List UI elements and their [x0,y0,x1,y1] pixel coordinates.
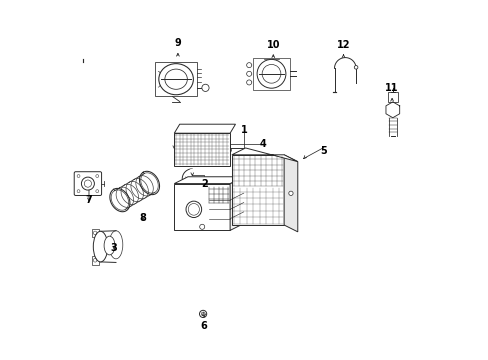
Text: 11: 11 [385,83,398,93]
Text: 1: 1 [241,125,247,135]
Bar [252,58,289,90]
Circle shape [246,71,251,76]
Text: 9: 9 [174,38,181,48]
Text: 2: 2 [201,179,207,189]
Polygon shape [231,155,284,225]
Text: 3: 3 [111,243,117,253]
Circle shape [199,310,206,318]
Polygon shape [174,133,230,166]
Ellipse shape [93,231,107,262]
Bar [387,92,397,102]
Ellipse shape [109,231,122,259]
Ellipse shape [104,236,115,255]
Text: 4: 4 [259,139,266,149]
Polygon shape [231,148,297,162]
Text: 7: 7 [85,195,92,205]
Circle shape [246,80,251,85]
Text: 10: 10 [266,40,280,50]
Polygon shape [174,124,235,133]
Circle shape [246,63,251,68]
Polygon shape [174,177,244,184]
Circle shape [199,224,204,229]
Circle shape [288,191,292,195]
Polygon shape [174,184,230,230]
Circle shape [202,84,209,91]
Circle shape [81,177,94,190]
Text: 6: 6 [201,321,207,331]
Bar [155,62,197,96]
Ellipse shape [257,59,285,88]
Bar [92,229,99,237]
Text: 5: 5 [320,146,326,156]
Polygon shape [230,177,244,230]
Polygon shape [284,155,297,232]
Text: 12: 12 [336,40,349,50]
Polygon shape [385,102,399,118]
Bar [92,256,99,265]
FancyBboxPatch shape [74,172,102,195]
Text: 8: 8 [139,213,146,223]
Ellipse shape [185,201,201,217]
Circle shape [354,66,357,69]
Ellipse shape [159,64,193,95]
